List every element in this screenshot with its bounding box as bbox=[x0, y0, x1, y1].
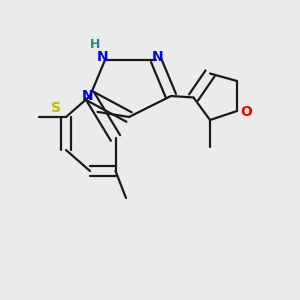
Text: N: N bbox=[97, 50, 108, 64]
Text: S: S bbox=[50, 101, 61, 115]
Text: N: N bbox=[82, 89, 93, 103]
Text: O: O bbox=[240, 106, 252, 119]
Text: H: H bbox=[90, 38, 100, 52]
Text: N: N bbox=[152, 50, 163, 64]
